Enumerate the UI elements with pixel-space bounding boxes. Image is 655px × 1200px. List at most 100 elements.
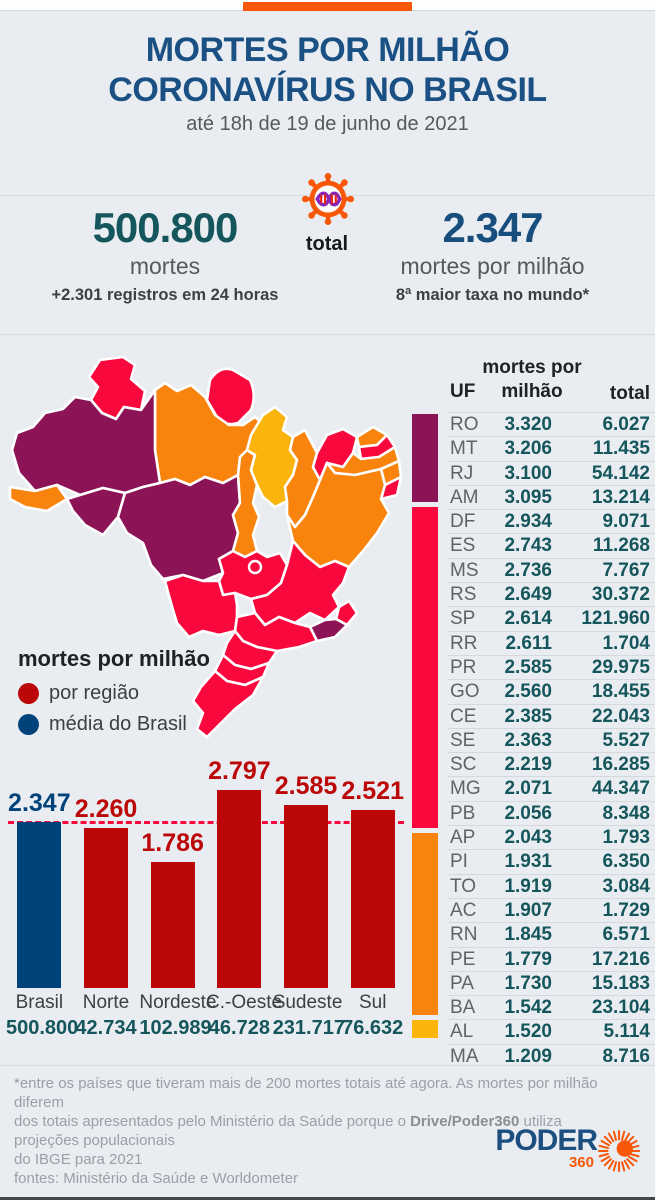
table-row-PR: PR 2.585 29.975 [448, 654, 655, 679]
stat-rate: 2.347 mortes por milhão 8ª maior taxa no… [335, 205, 650, 305]
table-row-TO: TO 1.919 3.084 [448, 873, 655, 898]
subtitle: até 18h de 19 de junho de 2021 [186, 113, 469, 135]
cell-per-million: 2.614 [504, 608, 552, 630]
strip-orange [412, 833, 438, 1015]
cell-total: 6.350 [602, 851, 650, 873]
table-row-AC: AC 1.907 1.729 [448, 897, 655, 922]
cell-per-million: 1.845 [504, 924, 552, 946]
legend-label: média do Brasil [49, 713, 187, 735]
divider-stats [0, 334, 655, 335]
table-row-PB: PB 2.056 8.348 [448, 800, 655, 825]
map-state-RS [191, 669, 265, 739]
map-state-AC [8, 483, 69, 513]
cell-uf: PA [450, 972, 474, 994]
logo-sunburst-icon [597, 1129, 641, 1173]
cell-per-million: 2.934 [504, 511, 552, 533]
cell-total: 11.435 [592, 438, 650, 460]
sources: fontes: Ministério da Saúde e Worldomete… [14, 1170, 299, 1187]
table-row-BA: BA 1.542 23.104 [448, 995, 655, 1019]
table-row-RR: RR 2.611 1.704 [448, 630, 655, 655]
cell-uf: AP [450, 827, 476, 849]
col-header-total: total [609, 383, 650, 404]
cell-uf: MT [450, 438, 478, 460]
bar-total-label: 46.728 [208, 1017, 270, 1039]
virus-icon [299, 169, 357, 234]
bar-value-label: 2.585 [274, 772, 338, 800]
cell-total: 5.527 [602, 729, 650, 751]
cell-total: 1.704 [602, 632, 650, 654]
strip-yellow [412, 1019, 438, 1039]
cell-per-million: 2.043 [504, 827, 552, 849]
col-header-uf: UF [450, 381, 476, 402]
table-row-MG: MG 2.071 44.347 [448, 776, 655, 800]
cell-per-million: 1.907 [504, 899, 552, 921]
cell-uf: MG [450, 778, 481, 800]
cell-uf: AC [450, 899, 477, 921]
rate-label: mortes por milhão [400, 253, 585, 279]
bar-Brasil [17, 822, 62, 988]
cell-total: 1.729 [602, 899, 650, 921]
table-row-AL: AL 1.520 5.114 [448, 1019, 655, 1043]
bar-Norte [84, 828, 128, 988]
map-state-DF [247, 559, 263, 575]
table-row-ES: ES 2.743 11.268 [448, 533, 655, 557]
note-line2: dos totais apresentados pelo Ministério … [14, 1113, 562, 1149]
table-row-PI: PI 1.931 6.350 [448, 849, 655, 873]
bar-total-label: 500.800 [6, 1017, 79, 1039]
cell-per-million: 2.056 [504, 802, 552, 824]
legend-item-1: média do Brasil [18, 713, 210, 736]
map-state-RO [65, 486, 127, 537]
footer-note: *entre os países que tiveram mais de 200… [14, 1074, 620, 1188]
cell-uf: RS [450, 584, 477, 606]
cell-total: 54.142 [591, 462, 650, 484]
cell-total: 22.043 [591, 705, 650, 727]
col-header-per-million-1: mortes por [482, 357, 582, 378]
logo-name: PODER [495, 1124, 598, 1157]
cell-total: 29.975 [591, 656, 650, 678]
deaths-note: +2.301 registros em 24 horas [51, 286, 279, 304]
chart-column-C.-Oeste: 2.797 C.-Oeste 46.728 [206, 757, 282, 1045]
page-title: MORTES POR MILHÃO CORONAVÍRUS NO BRASIL [0, 30, 655, 110]
cell-total: 8.348 [602, 802, 650, 824]
table-color-strips [412, 412, 438, 1042]
chart-column-Norte: 2.260 Norte 42.734 [73, 765, 140, 1045]
bar-category-label: Sul [358, 992, 387, 1013]
cell-uf: SP [450, 608, 476, 630]
cell-total: 6.571 [602, 924, 650, 946]
brazil-map [5, 355, 405, 752]
cell-uf: GO [450, 681, 480, 703]
cell-total: 13.214 [591, 486, 650, 508]
cell-total: 44.347 [591, 778, 650, 800]
cell-per-million: 2.385 [504, 705, 552, 727]
table-row-MA: MA 1.209 8.716 [448, 1043, 655, 1068]
bottom-edge [0, 1197, 655, 1200]
deaths-value: 500.800 [92, 204, 239, 251]
table-row-SP: SP 2.614 121.960 [448, 606, 655, 630]
table-row-GO: GO 2.560 18.455 [448, 679, 655, 703]
cell-per-million: 2.649 [504, 584, 552, 606]
chart-column-Nordeste: 1.786 Nordeste 102.989 [139, 765, 216, 1045]
cell-per-million: 1.520 [504, 1021, 552, 1043]
bar-value-label: 2.797 [208, 757, 271, 785]
table-row-RO: RO 3.320 6.027 [448, 412, 655, 436]
cell-uf: SE [450, 729, 476, 751]
bar-total-label: 231.717 [272, 1017, 345, 1039]
cell-uf: BA [450, 997, 476, 1019]
cell-total: 121.960 [581, 608, 650, 630]
col-header-per-million-2: milhão [501, 381, 563, 402]
poder360-logo: PODER 360 [495, 1124, 643, 1176]
table-row-MT: MT 3.206 11.435 [448, 436, 655, 460]
table-row-RJ: RJ 3.100 54.142 [448, 460, 655, 485]
cell-total: 5.114 [603, 1021, 651, 1043]
table-row-RN: RN 1.845 6.571 [448, 922, 655, 946]
top-orange-tab [243, 2, 412, 11]
legend-dot-icon [18, 714, 39, 735]
cell-per-million: 1.919 [504, 875, 552, 897]
bar-category-label: Sudeste [272, 992, 343, 1013]
cell-per-million: 2.736 [504, 559, 552, 581]
bar-C.-Oeste [217, 790, 262, 988]
cell-uf: RR [450, 632, 478, 654]
cell-uf: DF [450, 511, 476, 533]
table-row-AM: AM 3.095 13.214 [448, 484, 655, 509]
dna-icon [315, 191, 342, 207]
